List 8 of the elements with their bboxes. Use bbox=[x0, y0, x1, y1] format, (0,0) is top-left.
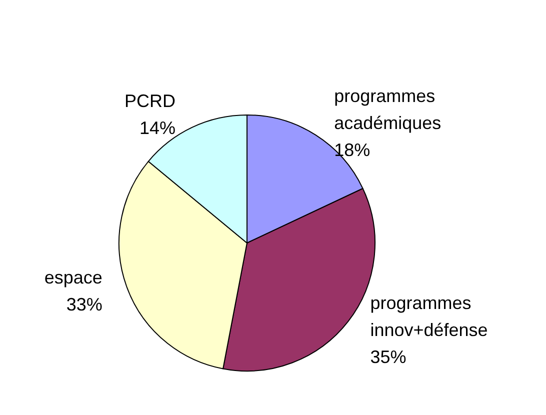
slice-label: espace bbox=[44, 268, 102, 288]
slice-label: programmes académiques bbox=[334, 86, 442, 134]
data-label: 18% bbox=[334, 140, 370, 160]
data-label: 14% bbox=[140, 118, 176, 138]
slice-label: programmes innov+défense bbox=[370, 293, 488, 340]
data-label: 33% bbox=[66, 294, 102, 315]
data-label: 35% bbox=[370, 347, 406, 368]
slice-label: PCRD bbox=[124, 91, 176, 112]
